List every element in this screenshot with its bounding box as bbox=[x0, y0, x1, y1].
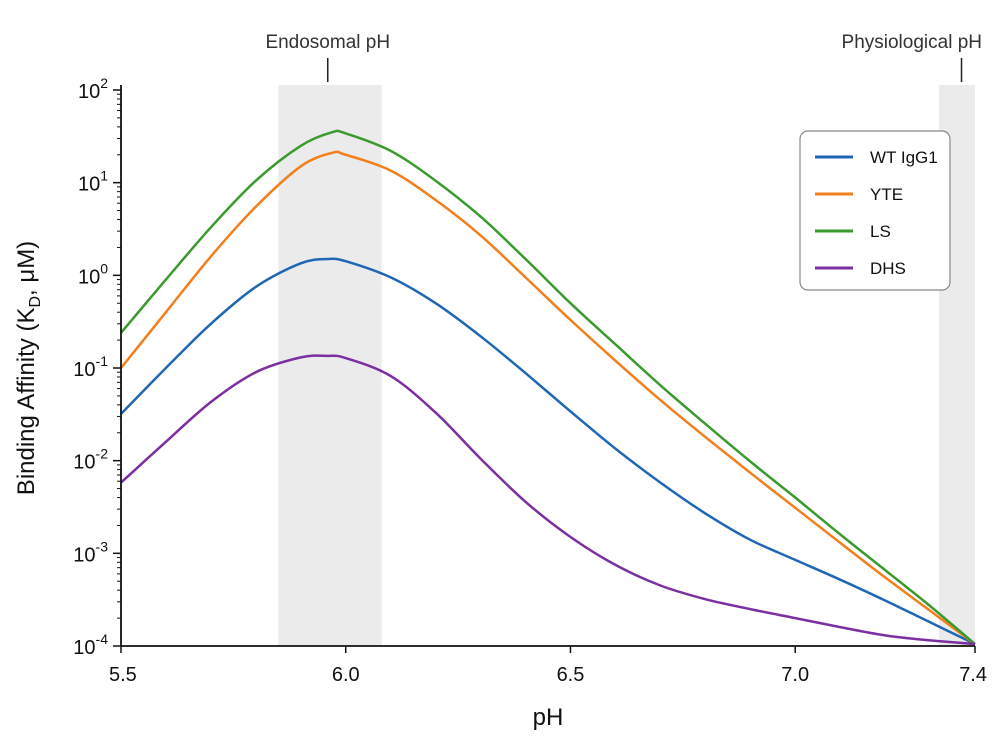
y-tick-label: 10-1 bbox=[73, 353, 108, 381]
x-tick-label: 6.5 bbox=[557, 664, 585, 686]
legend-box bbox=[799, 130, 951, 291]
endosomal-ph-label: Endosomal pH bbox=[265, 32, 390, 53]
y-axis-title-main: Binding Affinity (K bbox=[13, 308, 40, 496]
y-tick-label: 10-2 bbox=[73, 446, 108, 474]
x-tick-label: 7.4 bbox=[959, 664, 987, 686]
axes: 5.5 6.0 6.5 7.0 7.4 102 101 100 10-1 10-2 10-3 10-4 bbox=[73, 75, 987, 686]
legend-label-ls: LS bbox=[870, 222, 891, 241]
y-tick-label: 101 bbox=[78, 168, 108, 196]
y-tick-label: 102 bbox=[78, 75, 108, 103]
y-tick-label: 10-3 bbox=[73, 538, 108, 566]
ph-annotations: Endosomal pH Physiological pH bbox=[265, 32, 982, 82]
legend-label-wt-igg1: WT IgG1 bbox=[870, 148, 938, 167]
series-line-dhs bbox=[120, 354, 976, 646]
x-tick-label: 7.0 bbox=[781, 664, 809, 686]
y-axis-title-subscript: D bbox=[27, 296, 44, 308]
series-line-ls bbox=[120, 129, 976, 645]
x-tick-label: 5.5 bbox=[109, 664, 137, 686]
y-axis-title-suffix: , μM) bbox=[13, 241, 40, 296]
y-axis-title: Binding Affinity (KD, μM) bbox=[13, 241, 44, 495]
legend-label-yte: YTE bbox=[870, 185, 903, 204]
physiological-ph-label: Physiological pH bbox=[842, 32, 982, 53]
x-axis-title: pH bbox=[533, 704, 564, 731]
y-tick-label: 100 bbox=[78, 260, 108, 288]
series-line-wt-igg1 bbox=[120, 257, 976, 646]
series-lines bbox=[120, 129, 976, 646]
series-line-yte bbox=[120, 150, 976, 646]
legend: WT IgG1 YTE LS DHS bbox=[799, 130, 951, 291]
legend-label-dhs: DHS bbox=[870, 259, 906, 278]
y-tick-label: 10-4 bbox=[73, 631, 108, 659]
x-tick-label: 6.0 bbox=[332, 664, 360, 686]
